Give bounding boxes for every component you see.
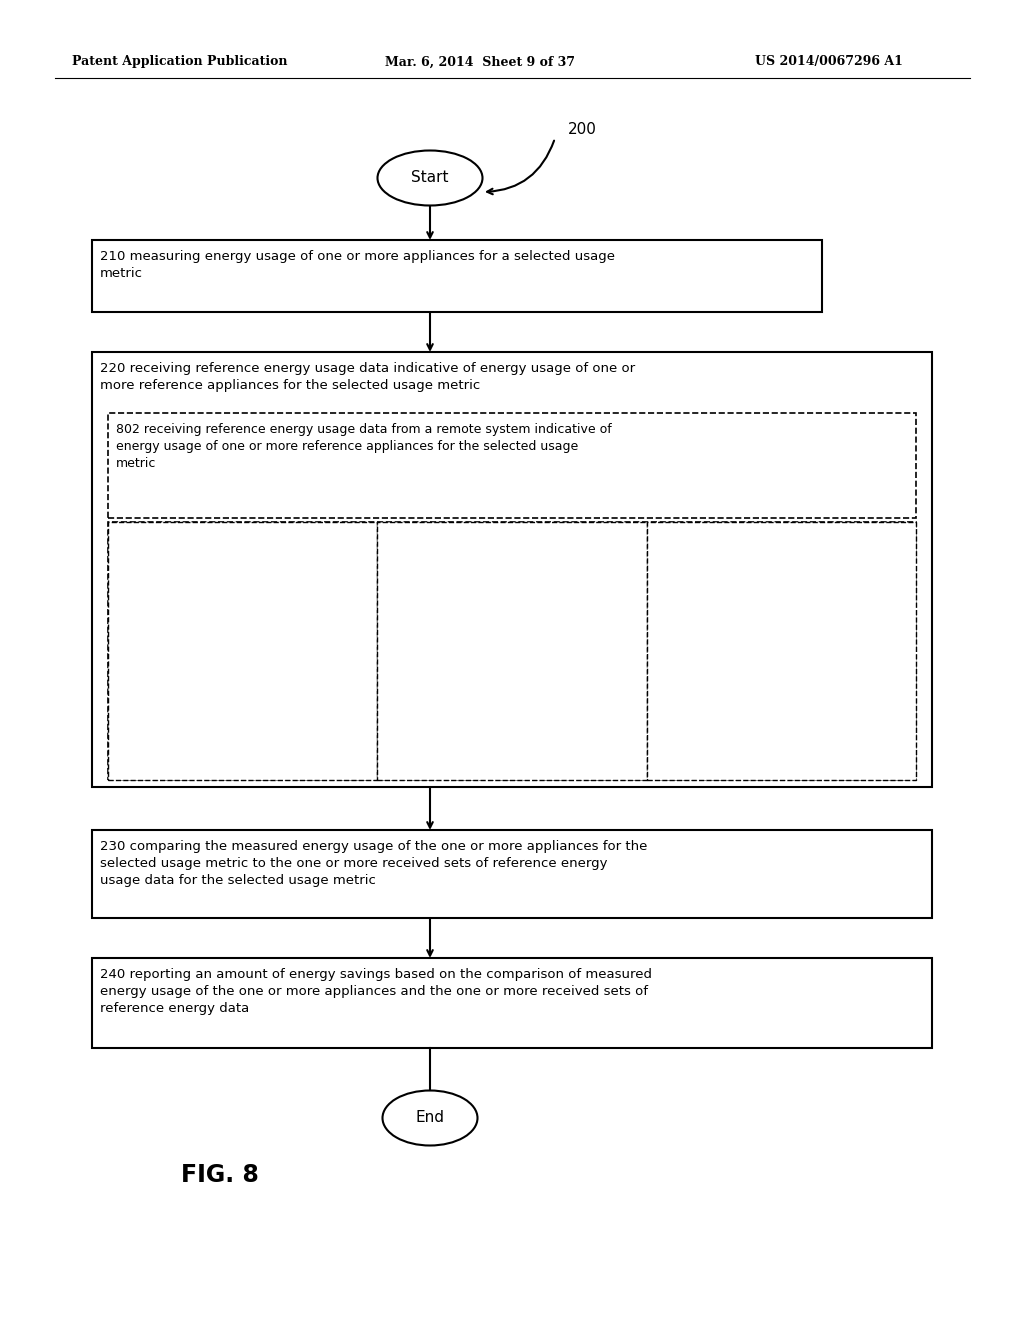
Text: Start: Start <box>412 170 449 186</box>
Bar <box>92 830 932 917</box>
Text: FIG. 8: FIG. 8 <box>181 1163 259 1187</box>
Text: 240 reporting an amount of energy savings based on the comparison of measured
en: 240 reporting an amount of energy saving… <box>100 968 652 1015</box>
Text: | 808 receiving
| reference energy usage
| data from a remote
| system indicativ: | 808 receiving | reference energy usage… <box>653 531 833 711</box>
Bar <box>108 521 916 780</box>
Bar <box>92 958 932 1048</box>
Text: 220 receiving reference energy usage data indicative of energy usage of one or
m: 220 receiving reference energy usage dat… <box>100 362 635 392</box>
Bar <box>92 240 822 312</box>
Text: | 804 receiving
| reference energy usage
| data from a remote
| system indicativ: | 804 receiving | reference energy usage… <box>115 531 280 711</box>
Text: Patent Application Publication: Patent Application Publication <box>72 55 288 69</box>
Text: 200: 200 <box>568 123 597 137</box>
Text: 802 receiving reference energy usage data from a remote system indicative of
ene: 802 receiving reference energy usage dat… <box>116 422 611 470</box>
Bar <box>108 521 377 780</box>
Text: US 2014/0067296 A1: US 2014/0067296 A1 <box>755 55 903 69</box>
Text: 210 measuring energy usage of one or more appliances for a selected usage
metric: 210 measuring energy usage of one or mor… <box>100 249 615 280</box>
Text: End: End <box>416 1110 444 1126</box>
Bar <box>647 521 916 780</box>
Bar <box>92 352 932 787</box>
Text: Mar. 6, 2014  Sheet 9 of 37: Mar. 6, 2014 Sheet 9 of 37 <box>385 55 575 69</box>
Bar <box>108 413 916 517</box>
Text: 230 comparing the measured energy usage of the one or more appliances for the
se: 230 comparing the measured energy usage … <box>100 840 647 887</box>
Text: | 806 receiving
| reference energy usage
| data from a remote
| system indicativ: | 806 receiving | reference energy usage… <box>384 531 556 711</box>
Bar <box>377 521 647 780</box>
